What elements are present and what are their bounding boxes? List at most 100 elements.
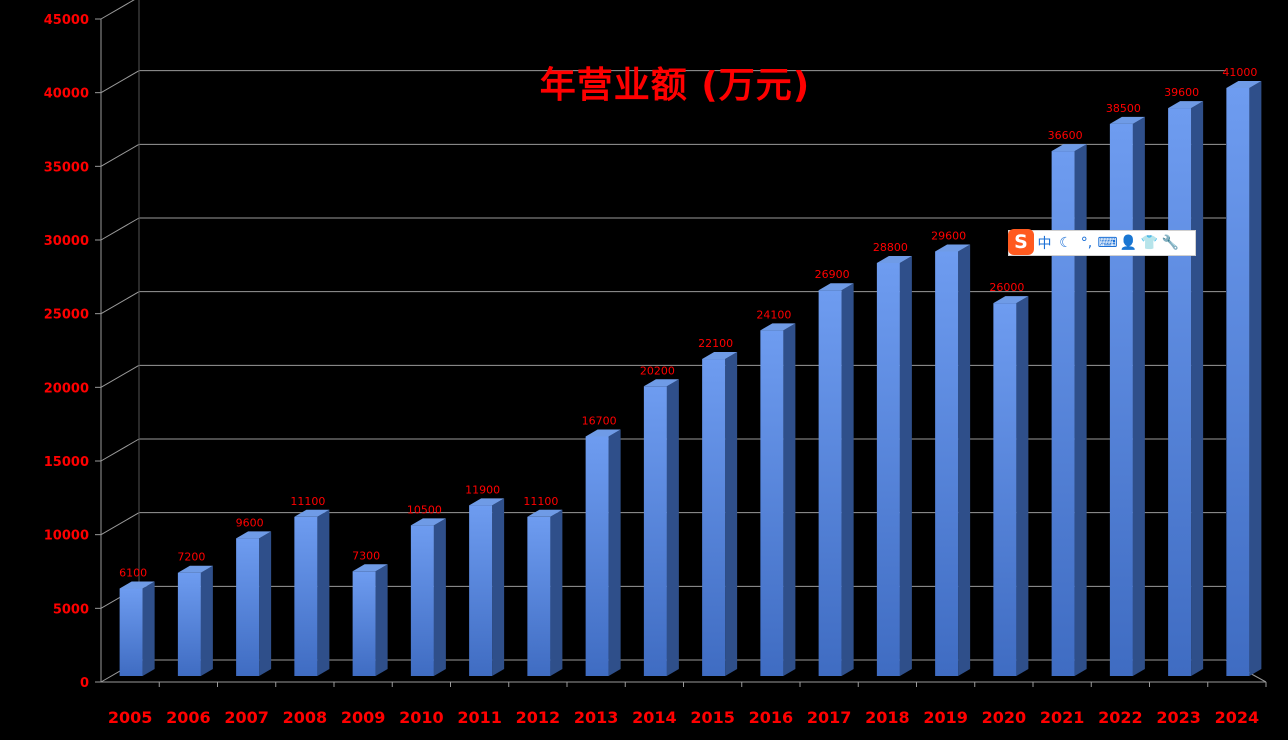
bar-top	[702, 352, 738, 360]
x-tick-label: 2024	[1215, 708, 1260, 727]
punctuation-icon[interactable]: °,	[1080, 235, 1093, 251]
ime-toolbar[interactable]: S 中 ☾ °, ⌨ 👤 👕 🔧	[1008, 229, 1196, 256]
data-label: 6100	[119, 567, 147, 580]
data-label: 7200	[177, 551, 205, 564]
grid-line-diagonal	[100, 512, 140, 536]
grid-line-diagonal	[100, 70, 140, 94]
chinese-mode-icon[interactable]: 中	[1037, 236, 1052, 252]
x-tick-label: 2011	[457, 708, 502, 727]
keyboard-icon[interactable]: ⌨	[1097, 235, 1118, 251]
x-tick-label: 2020	[982, 708, 1027, 727]
bar-top	[643, 379, 679, 387]
x-tick-label: 2010	[399, 708, 444, 727]
data-label: 11100	[290, 495, 325, 508]
data-label: 22100	[698, 337, 733, 350]
bar-front	[410, 525, 434, 676]
bar-2005	[119, 581, 155, 676]
y-tick-label: 0	[80, 676, 89, 691]
x-tick-label: 2017	[807, 708, 852, 727]
y-tick-label: 30000	[44, 234, 89, 249]
bar-2022	[1109, 116, 1145, 677]
bar-side	[1016, 296, 1029, 676]
bar-2013	[585, 429, 621, 676]
data-label: 11100	[523, 495, 558, 508]
bar-front	[702, 359, 726, 676]
grid-line-diagonal	[100, 291, 140, 315]
grid-line-diagonal	[100, 143, 140, 167]
bar-front	[643, 386, 667, 676]
y-tick-label: 5000	[53, 602, 89, 617]
moon-icon[interactable]: ☾	[1059, 235, 1072, 251]
x-tick-label: 2005	[108, 708, 153, 727]
data-label: 29600	[931, 229, 966, 242]
bar-front	[352, 571, 376, 676]
x-tick-label: 2016	[749, 708, 794, 727]
bar-2006	[177, 565, 213, 676]
bar-top	[236, 531, 272, 539]
bar-front	[1168, 108, 1192, 676]
bar-front	[294, 516, 318, 676]
bar-side	[200, 565, 213, 676]
bar-top	[1226, 80, 1262, 88]
bar-top	[760, 323, 796, 331]
wrench-icon[interactable]: 🔧	[1161, 235, 1180, 251]
y-tick-label: 15000	[44, 455, 89, 470]
x-tick-label: 2018	[865, 708, 910, 727]
bar-top	[935, 244, 971, 252]
bar-side	[783, 323, 796, 676]
bar-2007	[236, 531, 272, 676]
bar-2010	[410, 518, 446, 676]
bar-front	[993, 303, 1017, 676]
y-tick-label: 20000	[44, 381, 89, 396]
data-label: 20200	[640, 364, 675, 377]
bar-top	[1051, 144, 1087, 152]
x-tick-label: 2019	[923, 708, 968, 727]
y-tick-label: 40000	[44, 87, 89, 102]
bar-side	[666, 379, 679, 676]
data-label: 9600	[236, 516, 264, 529]
data-label: 7300	[352, 549, 380, 562]
y-tick-label: 10000	[44, 529, 89, 544]
bar-top	[876, 255, 912, 263]
sogou-logo-icon[interactable]: S	[1008, 229, 1034, 255]
grid-line-diagonal	[100, 0, 135, 20]
bar-front	[585, 436, 609, 676]
bar-side	[1074, 144, 1087, 676]
bar-2020	[993, 296, 1029, 676]
bar-side	[725, 352, 738, 676]
data-label: 26900	[815, 268, 850, 281]
bar-front	[1051, 151, 1075, 676]
x-tick-label: 2023	[1156, 708, 1201, 727]
bar-front	[935, 251, 959, 676]
bar-side	[259, 531, 272, 676]
bar-side	[492, 498, 505, 676]
bar-top	[1109, 116, 1145, 124]
x-tick-label: 2021	[1040, 708, 1085, 727]
bar-side	[142, 581, 155, 676]
bar-front	[1226, 87, 1250, 676]
user-icon[interactable]: 👤	[1119, 235, 1138, 251]
bar-top	[993, 296, 1029, 304]
data-label: 16700	[582, 414, 617, 427]
x-tick-label: 2022	[1098, 708, 1143, 727]
bar-top	[177, 565, 213, 573]
bar-top	[352, 564, 388, 572]
bar-side	[899, 255, 912, 677]
bar-2023	[1168, 101, 1204, 676]
bar-front	[760, 330, 784, 676]
x-tick-label: 2013	[574, 708, 619, 727]
chart-title: 年营业额 (万元)	[539, 65, 811, 106]
x-tick-label: 2014	[632, 708, 677, 727]
bar-side	[1249, 80, 1262, 676]
bar-top	[1168, 101, 1204, 109]
bar-side	[375, 564, 388, 676]
bar-2009	[352, 564, 388, 676]
data-label: 39600	[1164, 86, 1199, 99]
skin-shirt-icon[interactable]: 👕	[1140, 235, 1159, 251]
bar-top	[818, 283, 854, 291]
y-tick-label: 35000	[44, 160, 89, 175]
data-label: 26000	[989, 281, 1024, 294]
bar-2017	[818, 283, 854, 676]
data-label: 24100	[756, 308, 791, 321]
